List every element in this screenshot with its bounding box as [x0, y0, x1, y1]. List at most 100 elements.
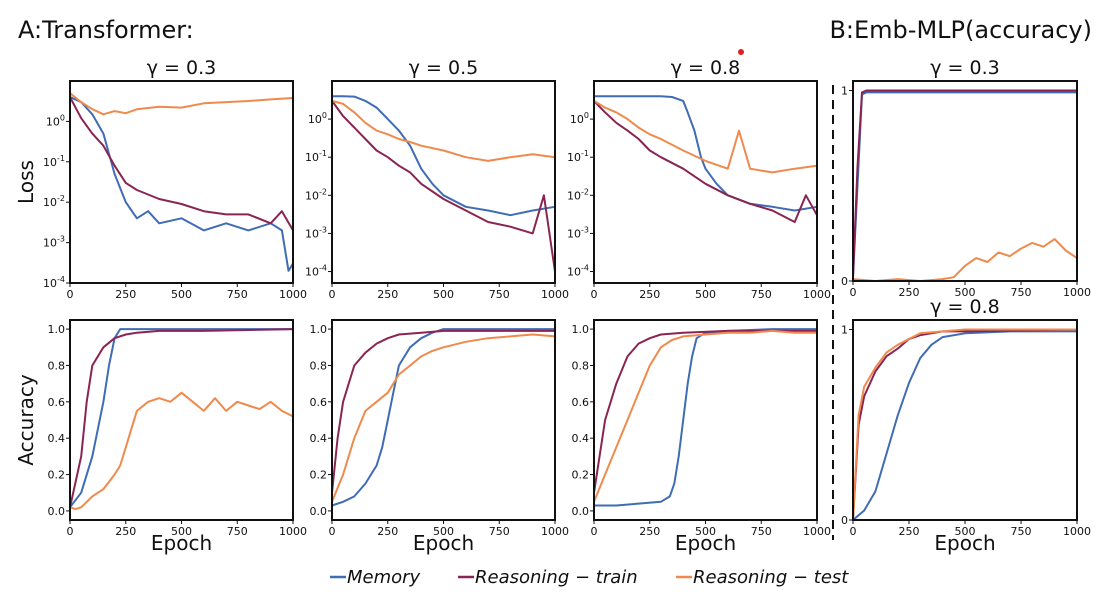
x-axis-label: Epoch: [934, 531, 995, 555]
y-tick-label: 0: [841, 514, 848, 527]
axes-frame: [593, 80, 818, 284]
plot-loss-g05: 0 250 500 750 1000 10-4 10-3 10-2 10-1 100 γ = 0.5: [305, 57, 569, 301]
legend-label-train: Reasoning − train: [475, 567, 638, 588]
legend-label-memory: Memory: [347, 567, 421, 588]
x-tick-label: 0: [850, 286, 857, 299]
x-tick-label: 1000: [803, 525, 831, 538]
series-line-train: [331, 100, 556, 272]
y-tick-label: 0.8: [48, 359, 66, 372]
plot-emb-g03: 0 250 500 750 1000 0 1 γ = 0.3: [841, 57, 1091, 299]
plot-title: γ = 0.3: [930, 57, 999, 79]
x-tick-label: 750: [751, 525, 772, 538]
y-tick-label: 10-1: [43, 154, 65, 169]
series-line-memory: [69, 328, 293, 508]
series-line-train: [69, 328, 294, 508]
x-tick-label: 0: [329, 288, 336, 301]
y-tick-label: 0.8: [572, 359, 590, 372]
series-line-test: [69, 391, 294, 511]
axes-frame: [852, 319, 1078, 521]
legend-label-test: Reasoning − test: [693, 567, 849, 588]
x-tick-label: 1000: [1063, 525, 1091, 538]
x-tick-label: 1000: [541, 288, 569, 301]
y-tick-label: 1.0: [48, 323, 66, 336]
y-tick-label: 0.2: [310, 469, 328, 482]
axes-frame: [331, 319, 556, 521]
series-line-train: [593, 100, 818, 223]
series-line-memory: [331, 328, 555, 507]
plot-title: γ = 0.8: [671, 57, 740, 79]
x-tick-label: 1000: [1063, 286, 1091, 299]
series-line-memory: [332, 95, 556, 217]
x-tick-label: 0: [591, 525, 598, 538]
y-tick-label: 0.2: [572, 469, 590, 482]
x-tick-label: 750: [489, 288, 510, 301]
x-tick-label: 0: [67, 525, 74, 538]
x-tick-label: 1000: [279, 288, 307, 301]
y-tick-label: 100: [570, 111, 589, 126]
series-line-train: [852, 89, 1077, 278]
plot-acc-g03: 0 250 500 750 1000 0.0 0.2 0.4 0.6 0.8 1.0 Epoch Acc…: [14, 319, 307, 555]
y-tick-label: 10-4: [567, 264, 589, 279]
x-tick-label: 500: [171, 525, 192, 538]
x-tick-label: 0: [591, 288, 598, 301]
y-tick-label: 10-4: [305, 264, 327, 279]
y-tick-label: 0.4: [572, 432, 590, 445]
series-line-train: [593, 329, 817, 493]
x-axis-label: Epoch: [151, 531, 212, 555]
axes-frame: [852, 80, 1078, 282]
x-tick-label: 0: [67, 288, 74, 301]
y-tick-label: 10-2: [305, 187, 327, 202]
series-line-memory: [852, 330, 1077, 521]
y-tick-label: 10-3: [43, 235, 65, 250]
y-axis-label: Loss: [14, 160, 38, 204]
series-line-memory: [594, 95, 818, 212]
x-axis-label: Epoch: [675, 531, 736, 555]
y-tick-label: 0: [841, 275, 848, 288]
x-tick-label: 500: [171, 288, 192, 301]
series-line-memory: [852, 91, 1077, 278]
x-tick-label: 250: [639, 288, 660, 301]
x-tick-label: 750: [227, 288, 248, 301]
panel-b-title: B:Emb-MLP(accuracy): [829, 16, 1092, 44]
x-tick-label: 750: [1011, 286, 1032, 299]
y-tick-label: 10-3: [305, 225, 327, 240]
plot-acc-g08: 0 250 500 750 1000 0.0 0.2 0.4 0.6 0.8 1.0 Epoch: [572, 319, 831, 555]
series-line-test: [69, 92, 294, 116]
y-tick-label: 1: [841, 85, 848, 98]
y-tick-label: 0.2: [48, 469, 66, 482]
y-tick-label: 0.0: [310, 505, 328, 518]
y-tick-label: 10-3: [567, 225, 589, 240]
series-line-train: [69, 96, 294, 231]
x-tick-label: 250: [899, 525, 920, 538]
x-tick-label: 1000: [541, 525, 569, 538]
series-line-train: [331, 329, 555, 493]
plot-loss-g08: 0 250 500 750 1000 10-4 10-3 10-2 10-1 100 γ = 0.8: [567, 57, 831, 301]
x-tick-label: 750: [227, 525, 248, 538]
panel-a-title: A:Transformer:: [18, 16, 194, 44]
y-tick-label: 10-1: [305, 149, 327, 164]
y-tick-label: 10-2: [567, 187, 589, 202]
x-tick-label: 1000: [803, 288, 831, 301]
series-line-test: [331, 99, 556, 162]
series-line-memory: [69, 96, 294, 272]
x-tick-label: 750: [751, 288, 772, 301]
x-tick-label: 500: [433, 288, 454, 301]
y-tick-label: 0.6: [310, 396, 328, 409]
x-tick-label: 750: [1011, 525, 1032, 538]
plot-title: γ = 0.3: [147, 57, 216, 79]
x-tick-label: 750: [489, 525, 510, 538]
x-tick-label: 250: [899, 286, 920, 299]
series-line-test: [852, 328, 1077, 521]
x-tick-label: 500: [433, 525, 454, 538]
y-tick-label: 0.6: [572, 396, 590, 409]
x-tick-label: 250: [115, 288, 136, 301]
y-tick-label: 10-4: [43, 275, 65, 290]
plot-title: γ = 0.5: [409, 57, 478, 79]
series-line-test: [331, 333, 556, 503]
y-tick-label: 0.8: [310, 359, 328, 372]
series-line-train: [852, 328, 1078, 521]
y-tick-label: 0.4: [310, 432, 328, 445]
y-tick-label: 0.6: [48, 396, 66, 409]
